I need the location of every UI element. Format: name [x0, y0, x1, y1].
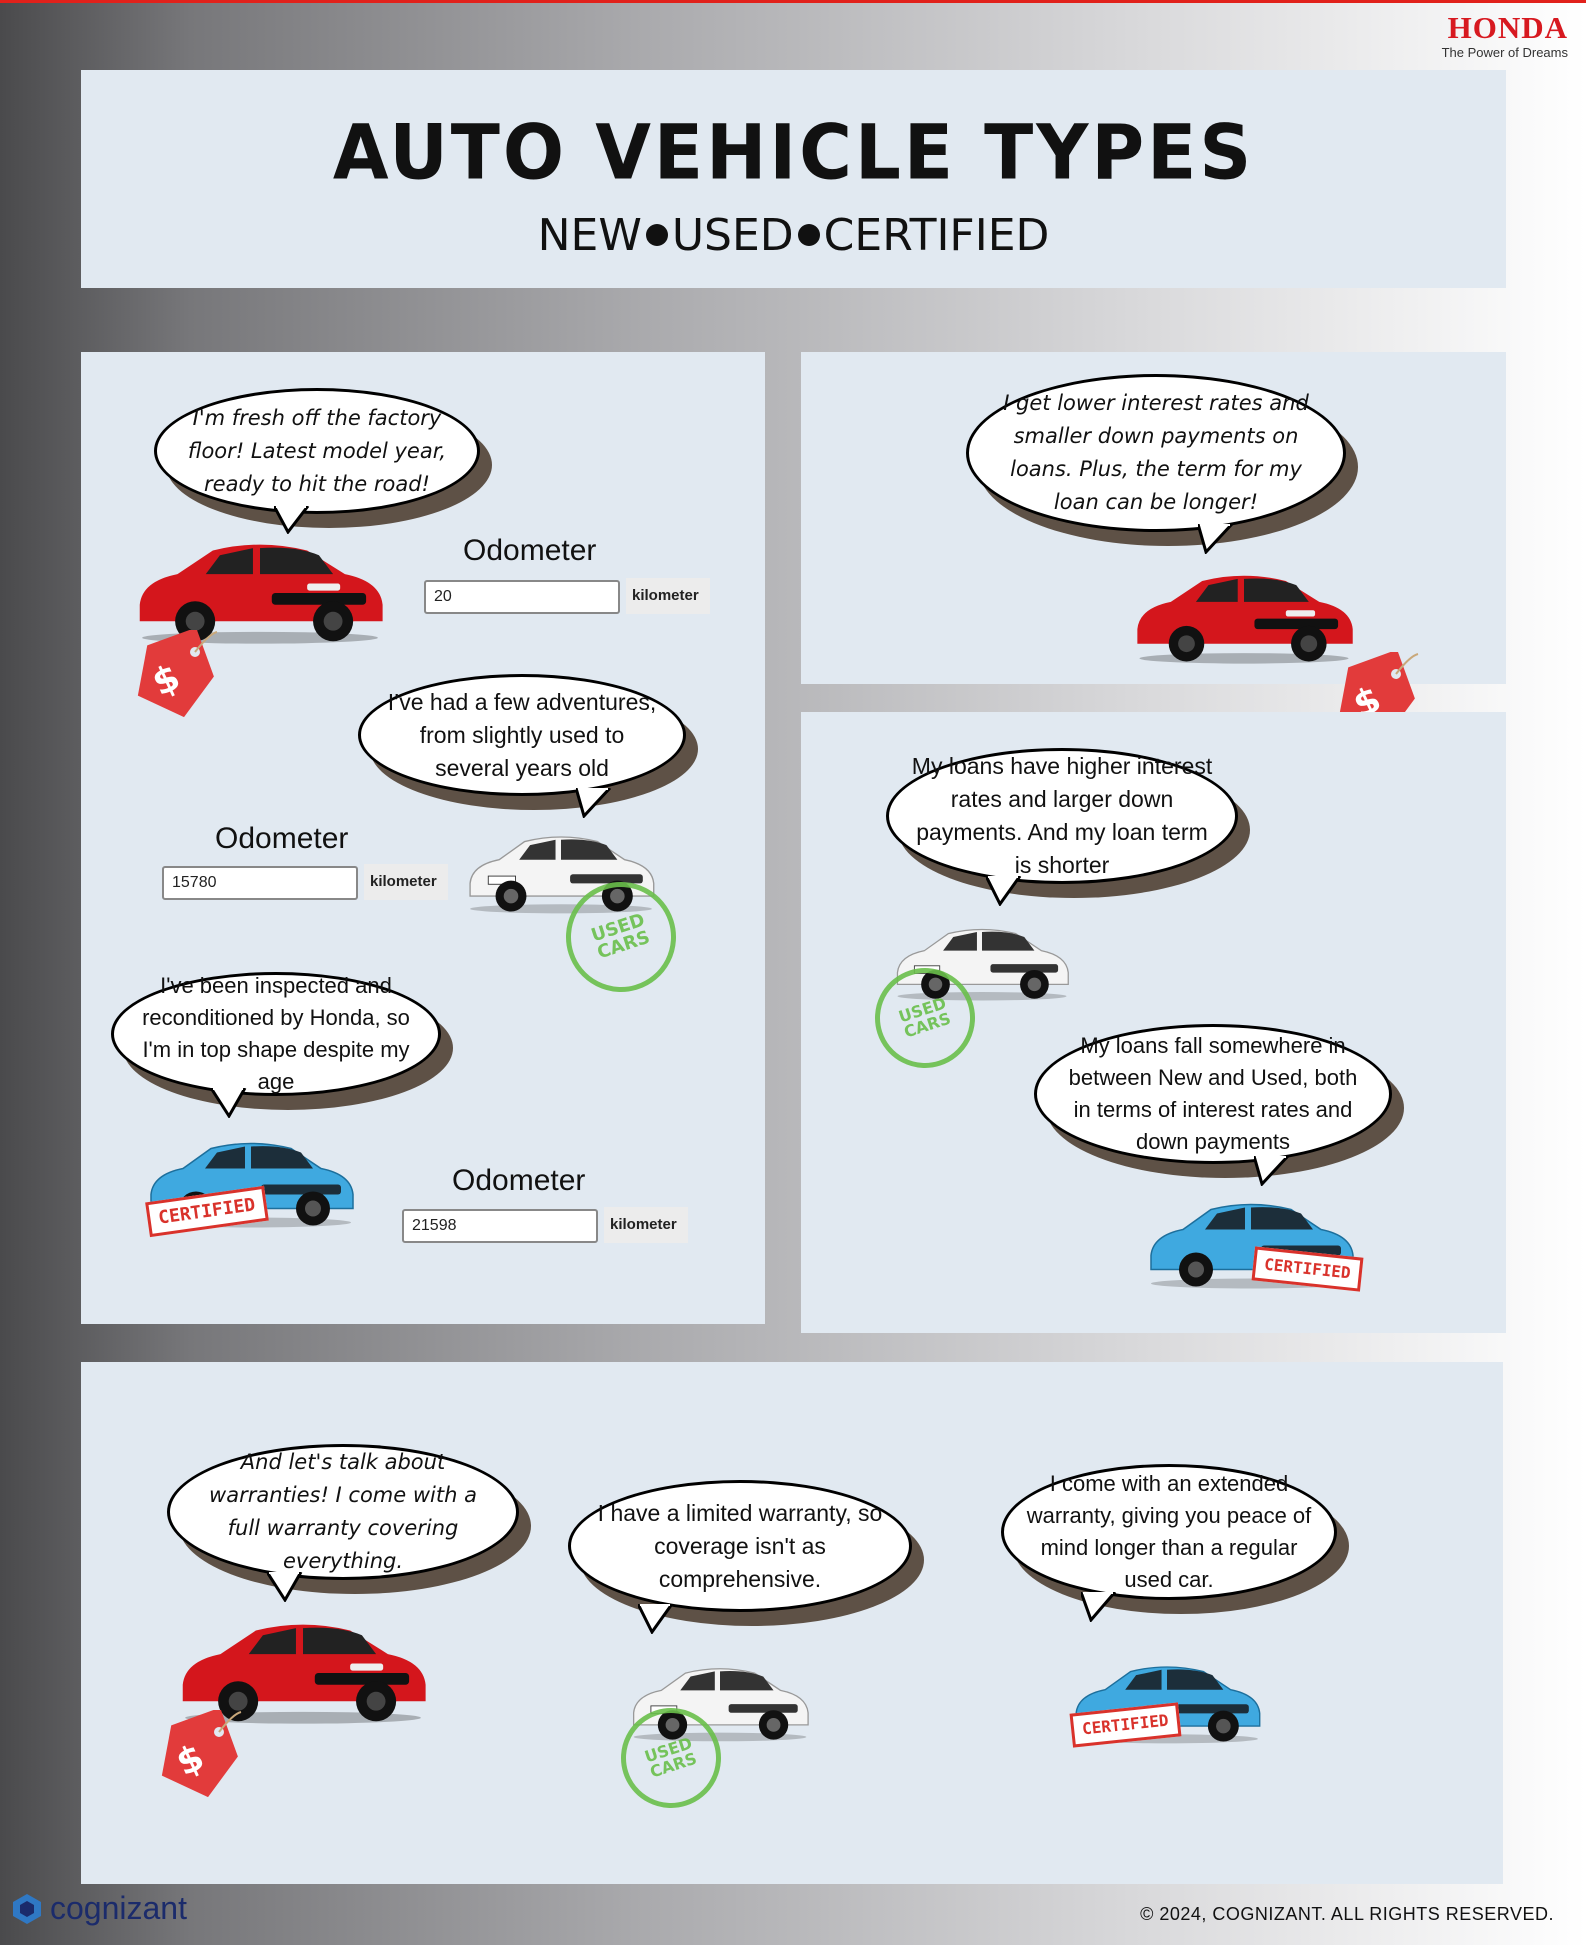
odometer-input-certified[interactable] — [402, 1209, 598, 1243]
quote-used-loans: My loans have higher interest rates and … — [886, 748, 1238, 884]
quote-used: I’ve had a few adventures, from slightly… — [358, 674, 686, 796]
speech-bubble-certified-loans: My loans fall somewhere in between New a… — [1034, 1024, 1404, 1186]
speech-bubble-new: I'm fresh off the factory floor! Latest … — [154, 388, 492, 534]
cognizant-mark-icon — [13, 1893, 41, 1924]
speech-bubble-used-loans: My loans have higher interest rates and … — [886, 748, 1250, 906]
odometer-input-used[interactable] — [162, 866, 358, 900]
subtitle-new: NEW — [537, 210, 642, 261]
quote-certified-loans: My loans fall somewhere in between New a… — [1034, 1024, 1392, 1164]
price-tag-icon — [153, 1710, 243, 1800]
speech-bubble-certified: I've been inspected and reconditioned by… — [111, 972, 453, 1118]
red-car-image — [1129, 566, 1359, 666]
page-title: AUTO VEHICLE TYPES — [332, 107, 1255, 197]
stamp-text: USED CARS — [642, 1733, 700, 1782]
panel-vehicle-types: I'm fresh off the factory floor! Latest … — [81, 352, 765, 1324]
panel-used-certified-loans: My loans have higher interest rates and … — [801, 712, 1506, 1333]
bullet-dot-icon — [797, 224, 820, 246]
subtitle-used: USED — [671, 210, 794, 261]
stamp-text: CERTIFIED — [157, 1194, 257, 1229]
speech-bubble-used-warranty: I have a limited warranty, so coverage i… — [568, 1480, 924, 1634]
quote-certified: I've been inspected and reconditioned by… — [111, 972, 441, 1096]
cognizant-logo: cognizant — [10, 1890, 187, 1927]
speech-bubble-new-warranty: And let's talk about warranties! I come … — [167, 1444, 531, 1602]
honda-logo: HONDA The Power of Dreams — [1442, 12, 1568, 60]
page-subtitle: NEW USED CERTIFIED — [81, 210, 1506, 261]
stamp-text: USED CARS — [588, 909, 653, 964]
speech-bubble-certified-warranty: I come with an extended warranty, giving… — [1001, 1464, 1349, 1622]
stamp-text: CERTIFIED — [1081, 1710, 1170, 1739]
odometer-input-new[interactable] — [424, 580, 620, 614]
odometer-label: Odometer — [215, 822, 349, 855]
odometer-label: Odometer — [452, 1164, 586, 1197]
subtitle-certified: CERTIFIED — [823, 210, 1050, 261]
speech-bubble-new-loans: I get lower interest rates and smaller d… — [966, 374, 1358, 554]
odometer-label: Odometer — [463, 534, 597, 567]
bullet-dot-icon — [645, 224, 668, 246]
price-tag-icon — [129, 630, 219, 720]
cognizant-wordmark: cognizant — [50, 1890, 187, 1926]
brand-tagline: The Power of Dreams — [1441, 45, 1568, 60]
odometer-unit: kilometer — [604, 1207, 688, 1243]
stamp-text: CERTIFIED — [1263, 1254, 1352, 1283]
quote-new-loans: I get lower interest rates and smaller d… — [966, 374, 1346, 532]
stamp-text: USED CARS — [896, 993, 954, 1042]
panel-warranties: And let's talk about warranties! I come … — [81, 1362, 1503, 1884]
top-accent-line — [0, 0, 1586, 3]
odometer-unit: kilometer — [364, 864, 448, 900]
quote-certified-warranty: I come with an extended warranty, giving… — [1001, 1464, 1337, 1600]
odometer-unit: kilometer — [626, 578, 710, 614]
quote-new: I'm fresh off the factory floor! Latest … — [154, 388, 480, 514]
panel-new-loans: I get lower interest rates and smaller d… — [801, 352, 1506, 684]
copyright-text: © 2024, COGNIZANT. ALL RIGHTS RESERVED. — [1140, 1904, 1554, 1924]
speech-bubble-used: I’ve had a few adventures, from slightly… — [358, 674, 698, 818]
brand-name: HONDA — [1447, 10, 1568, 45]
quote-new-warranty: And let's talk about warranties! I come … — [167, 1444, 519, 1580]
header-panel: AUTO VEHICLE TYPES NEW USED CERTIFIED — [81, 70, 1506, 288]
quote-used-warranty: I have a limited warranty, so coverage i… — [568, 1480, 912, 1612]
